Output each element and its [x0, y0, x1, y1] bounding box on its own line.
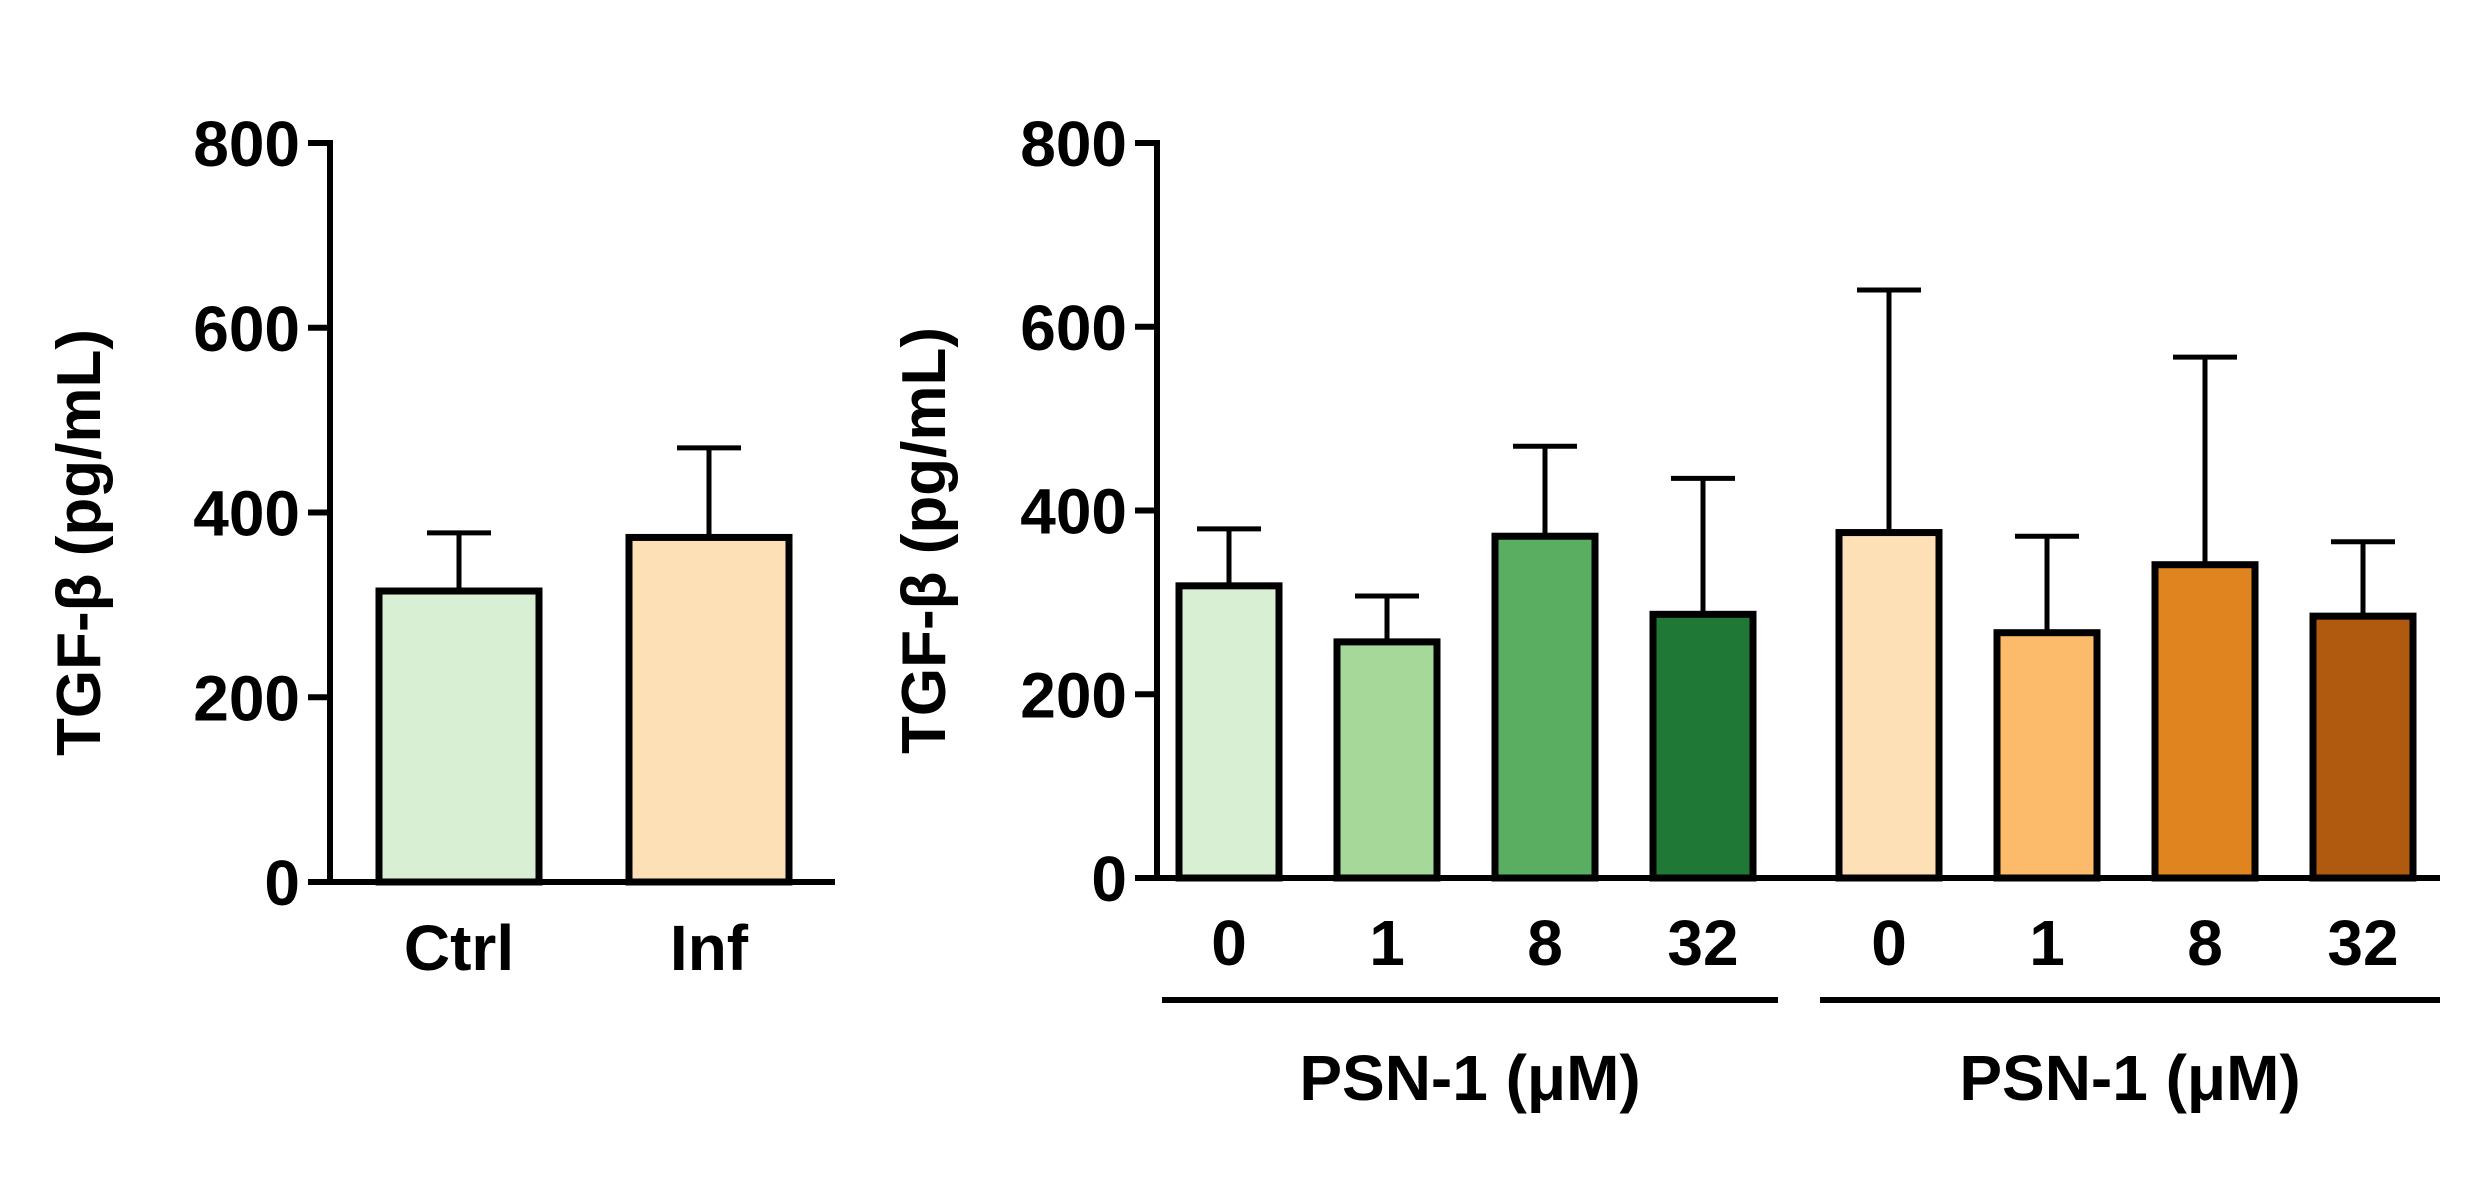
y-tick-label: 0: [1091, 843, 1127, 915]
bar-0: [375, 587, 543, 886]
bar-1: [1333, 638, 1441, 882]
bar-7: [2309, 612, 2417, 882]
group-label-1: PSN-1 (μM): [1959, 1042, 2300, 1114]
y-tick-label: 800: [1020, 108, 1127, 180]
category-label-0: Ctrl: [404, 912, 514, 984]
bar-6: [2151, 561, 2259, 882]
y-tick-label: 800: [193, 108, 300, 180]
category-label-1: 1: [1369, 907, 1405, 979]
bar-5: [1993, 629, 2101, 882]
chart-right: 0 200 400 600 800 TGF-β (pg/mL) 0 1 8 32 0 1 8 32 PSN-…: [890, 108, 2440, 1114]
category-label-3: 32: [1667, 907, 1738, 979]
y-tick-label: 600: [193, 293, 300, 365]
bar-0: [1175, 582, 1283, 882]
category-label-2: 8: [1527, 907, 1563, 979]
bar-2: [1491, 532, 1599, 882]
category-label-7: 32: [2327, 907, 2398, 979]
bar-3: [1649, 610, 1757, 882]
category-label-4: 0: [1871, 907, 1907, 979]
y-tick-label: 200: [193, 662, 300, 734]
bar-1: [625, 533, 793, 886]
category-label-0: 0: [1211, 907, 1247, 979]
category-label-1: Inf: [670, 912, 749, 984]
y-tick-label: 0: [264, 847, 300, 919]
y-axis-label: TGF-β (pg/mL): [45, 329, 114, 756]
category-label-5: 1: [2029, 907, 2065, 979]
chart-left: 0 200 400 600 800 TGF-β (pg/mL) Ctrl Inf: [45, 108, 835, 984]
group-label-0: PSN-1 (μM): [1299, 1042, 1640, 1114]
bar-4: [1835, 529, 1943, 882]
y-axis-label: TGF-β (pg/mL): [890, 327, 959, 754]
y-tick-label: 400: [193, 478, 300, 550]
y-tick-label: 400: [1020, 476, 1127, 548]
category-label-6: 8: [2187, 907, 2223, 979]
y-tick-label: 600: [1020, 292, 1127, 364]
y-tick-label: 200: [1020, 659, 1127, 731]
